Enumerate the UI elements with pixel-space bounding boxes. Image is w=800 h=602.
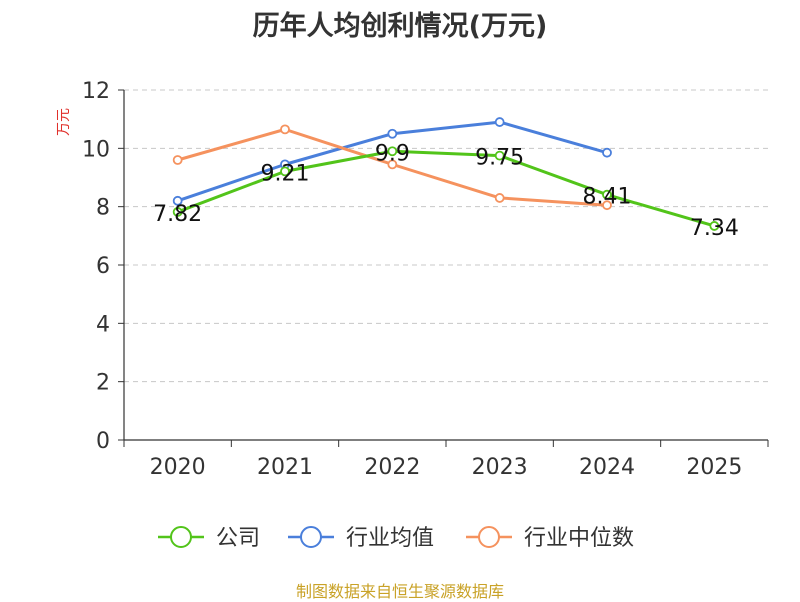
data-labels: 7.82 9.21 9.9 9.75 8.41 7.34	[153, 141, 739, 241]
y-tick-label: 12	[82, 79, 110, 104]
data-point-0	[602, 189, 612, 200]
legend-label: 公司	[216, 526, 260, 551]
data-point-0	[280, 166, 290, 177]
data-point-1	[172, 195, 183, 206]
series-lines	[172, 117, 720, 231]
data-label: 9.21	[261, 161, 310, 186]
legend-marker	[300, 526, 322, 548]
y-tick-labels: 0 2 4 6 8 10 12	[82, 79, 110, 454]
data-point-2	[387, 159, 398, 170]
x-tick-label: 2024	[579, 455, 635, 480]
data-point-0	[709, 221, 720, 231]
data-label: 7.82	[153, 202, 202, 227]
x-tick-label: 2021	[257, 455, 313, 480]
legend-marker	[170, 526, 192, 548]
legend: 公司 行业均值 行业中位数	[158, 526, 634, 551]
data-point-2	[602, 200, 612, 211]
y-tick-label: 10	[82, 137, 110, 162]
data-label: 7.34	[690, 216, 739, 241]
legend-marker	[478, 526, 500, 548]
y-tick-label: 8	[96, 196, 110, 221]
y-tick-label: 6	[96, 254, 110, 279]
data-point-2	[172, 155, 183, 165]
data-point-0	[387, 146, 398, 157]
y-tick-label: 4	[96, 312, 110, 337]
data-point-1	[387, 128, 398, 139]
axes	[118, 89, 769, 447]
y-tick-label: 2	[96, 371, 110, 396]
x-tick-label: 2022	[364, 455, 420, 480]
data-point-1	[494, 117, 505, 127]
data-point-2	[280, 124, 290, 135]
chart-title: 历年人均创利情况(万元)	[252, 11, 548, 42]
data-label: 8.41	[583, 185, 632, 210]
x-tick-label: 2023	[472, 455, 528, 480]
y-axis-label: 万元	[56, 108, 72, 136]
source-note: 制图数据来自恒生聚源数据库	[295, 582, 504, 601]
data-point-0	[494, 150, 505, 161]
y-tick-label: 0	[96, 429, 110, 454]
series-line-0	[177, 149, 715, 228]
x-tick-label: 2020	[150, 455, 206, 480]
data-point-1	[602, 147, 612, 158]
data-point-0	[172, 207, 183, 217]
legend-label: 行业均值	[346, 526, 434, 551]
grid-lines	[124, 89, 768, 383]
x-tick-labels: 2020 2021 2022 2023 2024 2025	[150, 455, 743, 480]
data-label: 9.9	[375, 141, 410, 166]
data-point-2	[494, 193, 505, 203]
data-label: 9.75	[475, 146, 524, 171]
x-tick-label: 2025	[686, 455, 742, 480]
legend-label: 行业中位数	[524, 526, 634, 551]
